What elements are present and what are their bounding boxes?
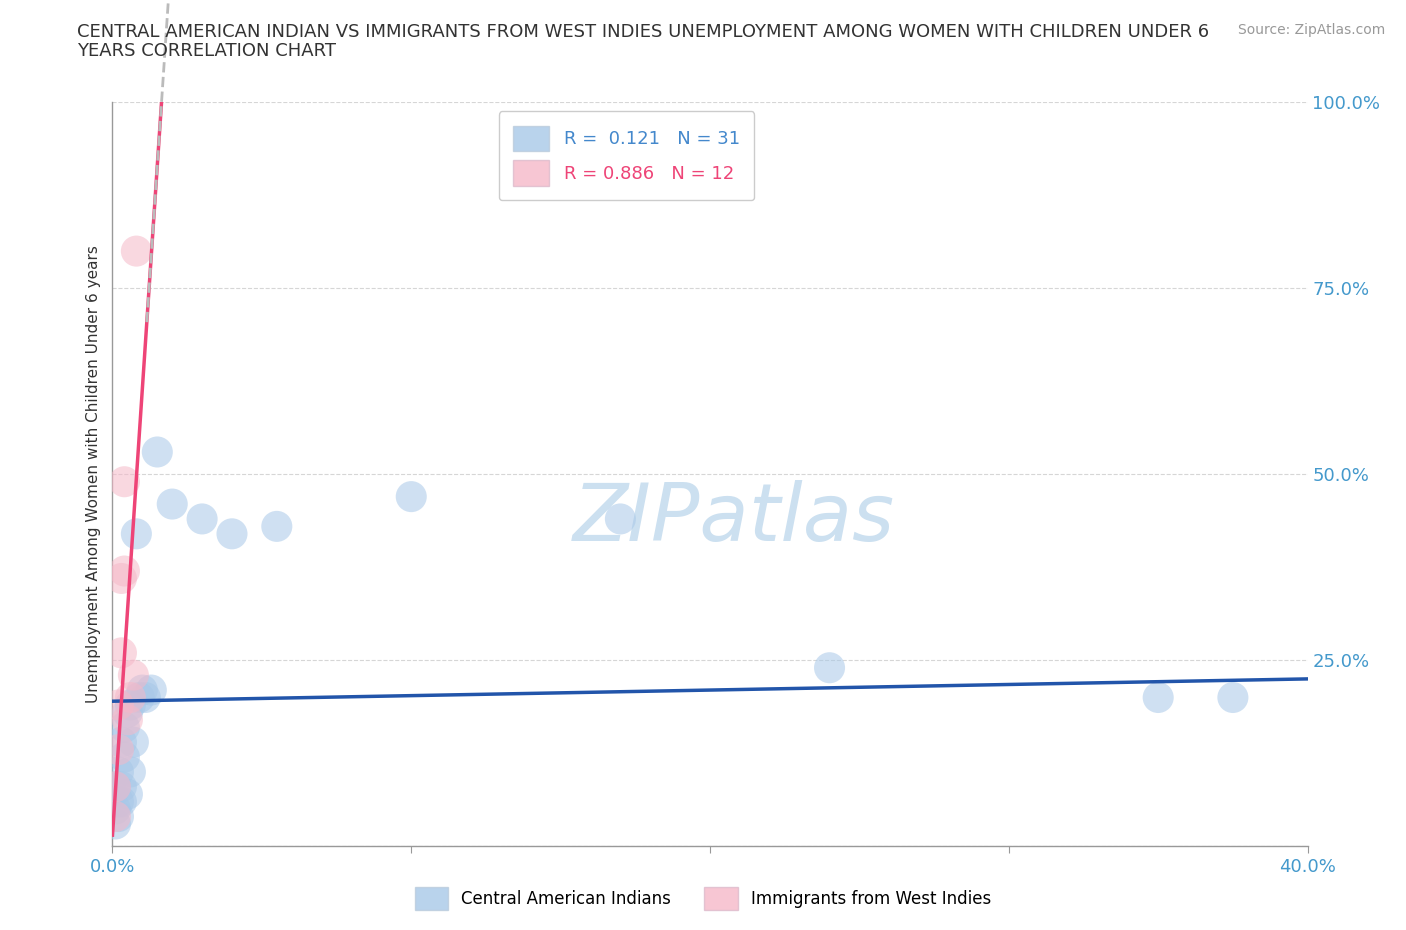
- Point: [609, 512, 631, 526]
- Point: [114, 474, 135, 489]
- Point: [1222, 690, 1244, 705]
- Point: [141, 683, 163, 698]
- Point: [120, 764, 142, 779]
- Text: YEARS CORRELATION CHART: YEARS CORRELATION CHART: [77, 42, 336, 60]
- Text: Source: ZipAtlas.com: Source: ZipAtlas.com: [1237, 23, 1385, 37]
- Point: [104, 779, 127, 794]
- Point: [114, 750, 135, 764]
- Point: [818, 660, 841, 675]
- Point: [266, 519, 288, 534]
- Point: [122, 735, 145, 750]
- Point: [110, 779, 132, 794]
- Point: [128, 690, 150, 705]
- Point: [120, 690, 142, 705]
- Point: [107, 794, 129, 809]
- Point: [401, 489, 423, 504]
- Point: [107, 809, 129, 824]
- Point: [110, 735, 132, 750]
- Point: [110, 645, 132, 660]
- Point: [122, 668, 145, 683]
- Point: [125, 526, 148, 541]
- Point: [120, 698, 142, 712]
- Point: [107, 764, 129, 779]
- Legend: Central American Indians, Immigrants from West Indies: Central American Indians, Immigrants fro…: [408, 880, 998, 917]
- Point: [104, 809, 127, 824]
- Point: [162, 497, 183, 512]
- Point: [104, 817, 127, 831]
- Point: [114, 720, 135, 735]
- Text: CENTRAL AMERICAN INDIAN VS IMMIGRANTS FROM WEST INDIES UNEMPLOYMENT AMONG WOMEN : CENTRAL AMERICAN INDIAN VS IMMIGRANTS FR…: [77, 23, 1209, 41]
- Point: [221, 526, 243, 541]
- Point: [114, 564, 135, 578]
- Point: [117, 787, 139, 802]
- Point: [191, 512, 214, 526]
- Point: [110, 571, 132, 586]
- Point: [125, 244, 148, 259]
- Point: [146, 445, 169, 459]
- Point: [1147, 690, 1170, 705]
- Point: [104, 779, 127, 794]
- Legend: R =  0.121   N = 31, R = 0.886   N = 12: R = 0.121 N = 31, R = 0.886 N = 12: [499, 112, 754, 200]
- Point: [107, 742, 129, 757]
- Point: [117, 705, 139, 720]
- Point: [134, 690, 156, 705]
- Point: [107, 698, 129, 712]
- Text: ZIPatlas: ZIPatlas: [572, 480, 896, 558]
- Y-axis label: Unemployment Among Women with Children Under 6 years: Unemployment Among Women with Children U…: [86, 246, 101, 703]
- Point: [117, 712, 139, 727]
- Point: [110, 794, 132, 809]
- Point: [131, 683, 153, 698]
- Point: [104, 802, 127, 817]
